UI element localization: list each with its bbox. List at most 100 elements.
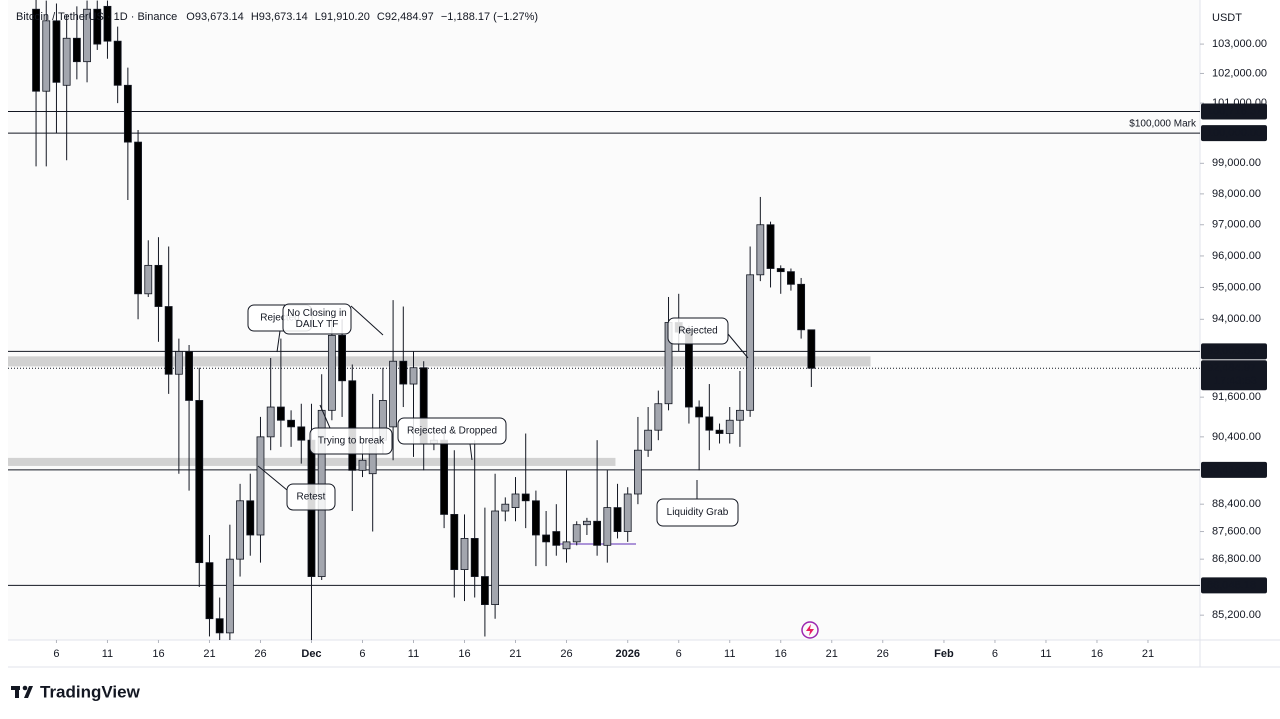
callout-text: Rejected & Dropped <box>407 426 497 437</box>
candle-body <box>32 8 40 92</box>
candle-body <box>287 419 295 428</box>
symbol-legend: Bitcoin / TetherUS · 1D · Binance O93,67… <box>16 11 538 23</box>
callout-text: Trying to break <box>318 436 385 447</box>
candle-body <box>583 520 591 526</box>
x-tick-label: 26 <box>877 648 889 660</box>
icon-bolt <box>806 624 814 636</box>
y-tick-label: 91,600.00 <box>1212 391 1261 403</box>
candle-body <box>338 334 346 382</box>
candle-body <box>562 541 571 550</box>
candle-body <box>491 510 500 605</box>
y-tick-label: 103,000.00 <box>1212 38 1267 50</box>
candle-body <box>746 274 755 411</box>
level-badge <box>1201 125 1267 142</box>
ohlc-open: O93,673.14 <box>186 11 244 23</box>
candle-body <box>215 618 224 634</box>
level-badge <box>1201 577 1267 594</box>
candle-body <box>532 500 540 536</box>
candle-body <box>623 493 632 532</box>
ohlc-change: −1,188.17 (−1.27%) <box>441 11 538 23</box>
callout-text: Rejected <box>260 313 299 324</box>
callout-box <box>397 417 507 445</box>
chart-layer: 103,000.00102,000.00101,000.0099,000.009… <box>8 0 1267 660</box>
callout-pointer <box>276 330 281 353</box>
candle-body <box>348 380 357 471</box>
y-tick-label: 102,000.00 <box>1212 67 1267 79</box>
callout-pointer <box>469 443 473 461</box>
candle-body <box>736 409 744 421</box>
x-tick-label: 6 <box>992 648 998 660</box>
level-label: 86,048.18 <box>1207 579 1256 591</box>
candle-body <box>613 507 622 532</box>
candle-body <box>440 439 448 515</box>
candle-body <box>83 8 91 63</box>
ohlc-low: L91,910.20 <box>315 11 370 23</box>
x-tick-label: 11 <box>1040 648 1051 660</box>
callout-box <box>656 498 739 527</box>
x-tick-label: 16 <box>1091 648 1103 660</box>
y-tick-label: 86,800.00 <box>1212 553 1261 565</box>
y-tick-label: 96,000.00 <box>1212 250 1261 262</box>
x-tick-label: 26 <box>560 648 572 660</box>
candle-body <box>225 558 234 634</box>
candle-body <box>93 8 102 45</box>
candle-body <box>399 360 408 385</box>
symbol: Bitcoin / TetherUS · 1D · Binance <box>16 11 177 23</box>
callout-box <box>667 317 729 345</box>
candle-body <box>103 5 112 42</box>
candle-body <box>654 403 663 431</box>
callout-box <box>282 303 352 335</box>
x-tick-label: 21 <box>509 648 521 660</box>
candle-body <box>542 534 551 543</box>
x-tick-label: 21 <box>1142 648 1154 660</box>
candle-body <box>807 329 816 369</box>
candle-body <box>62 37 71 86</box>
x-tick-label: 6 <box>676 648 682 660</box>
candle-body <box>481 576 489 605</box>
candle-body <box>266 406 275 438</box>
candle-body <box>787 271 795 285</box>
y-tick-label: 97,000.00 <box>1212 219 1261 231</box>
logo-shape <box>24 686 33 698</box>
candle-body <box>409 367 418 385</box>
countdown: 17:43:53 <box>1214 375 1257 387</box>
level-badge <box>1201 343 1267 360</box>
candle-body <box>705 416 714 431</box>
candle-body <box>450 514 459 570</box>
candle-body <box>297 426 306 441</box>
candle-body <box>797 283 806 331</box>
level-label: 100,000.00 <box>1207 127 1262 139</box>
callout-box <box>286 483 336 511</box>
candle-body <box>276 406 285 421</box>
callout-pointer <box>319 404 331 429</box>
logo-shape <box>15 686 19 698</box>
x-tick-label: Feb <box>934 648 954 660</box>
callout-pointer <box>727 333 749 359</box>
alert-icon <box>801 621 819 639</box>
candle-body <box>460 538 469 570</box>
price-label: 92,484.97 <box>1207 362 1256 374</box>
price-badge <box>1201 360 1267 391</box>
candle-body <box>246 500 255 536</box>
candle-body <box>552 531 561 546</box>
x-tick-label: 11 <box>408 648 419 660</box>
x-tick-label: 16 <box>152 648 164 660</box>
candle-body <box>695 406 704 418</box>
x-tick-label: Dec <box>301 648 321 660</box>
level-badge <box>1201 461 1267 478</box>
y-tick-label: 98,000.00 <box>1212 188 1261 200</box>
callout-text: No Closing in <box>287 308 346 319</box>
candle-body <box>603 507 612 546</box>
y-tick-label: 90,400.00 <box>1212 431 1261 443</box>
candle-body <box>123 84 132 143</box>
x-tick-label: 21 <box>826 648 838 660</box>
candle-body <box>164 306 173 375</box>
candle-body <box>154 264 163 307</box>
candle-body <box>113 40 122 86</box>
candle-body <box>521 493 530 502</box>
callout-pointer <box>257 465 288 491</box>
candle-body <box>766 224 775 269</box>
callout-text: Liquidity Grab <box>667 507 729 518</box>
candle-body <box>327 334 336 411</box>
